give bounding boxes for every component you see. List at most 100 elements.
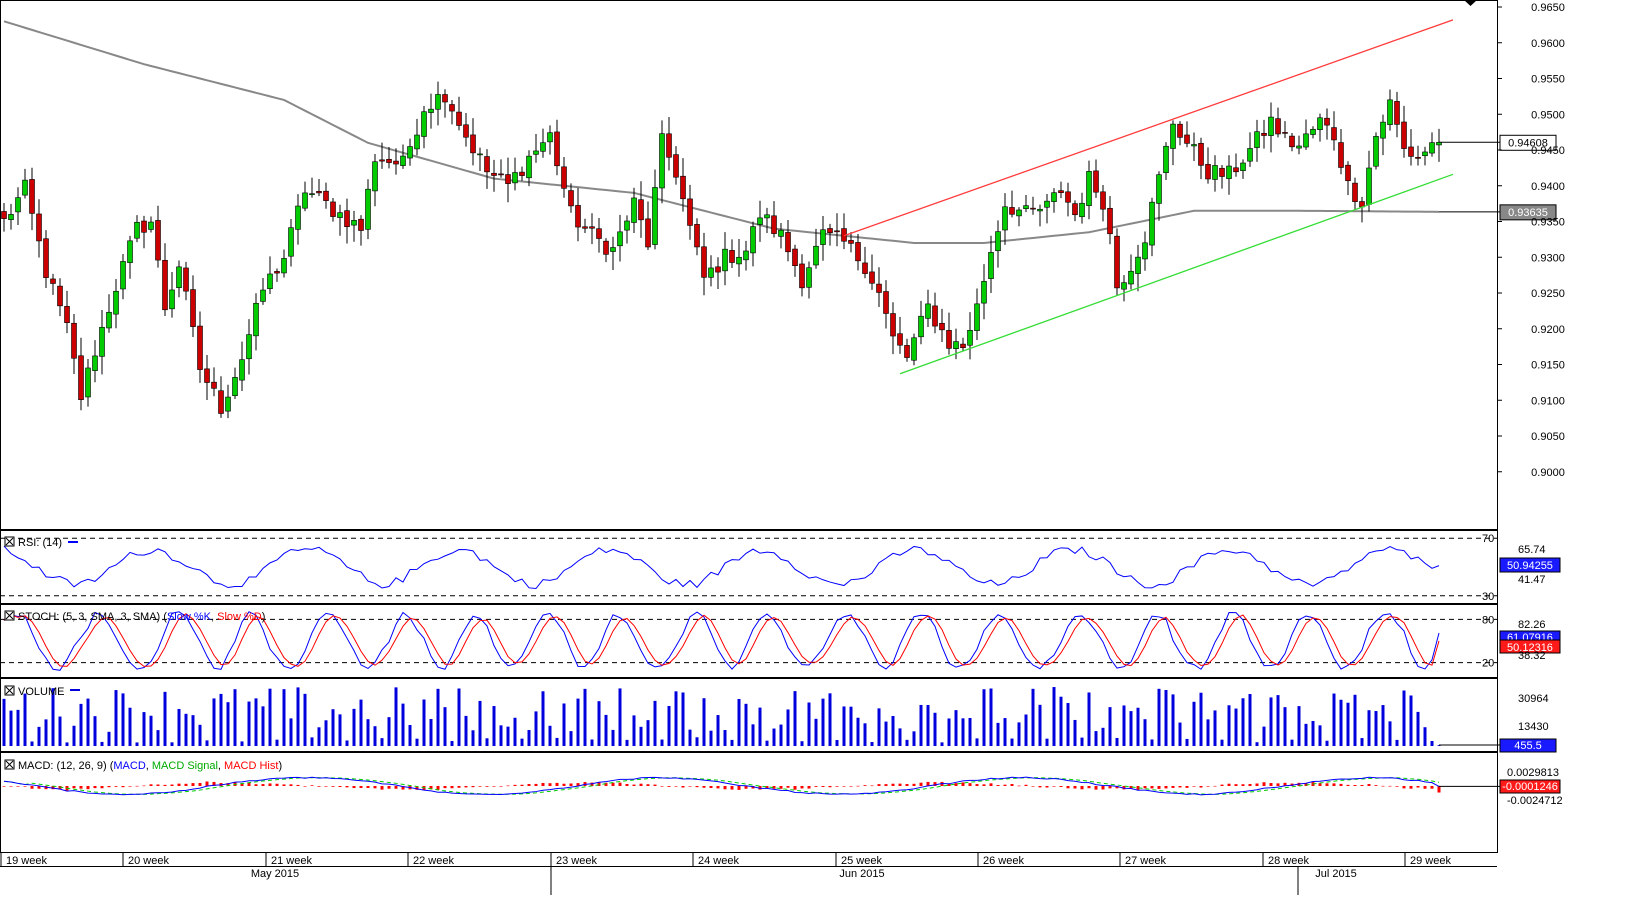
macd-hist-bar: [562, 783, 566, 786]
volume-bar: [807, 702, 811, 746]
candle: [134, 215, 140, 243]
volume-bar: [765, 740, 769, 746]
macd-hist-bar: [1024, 784, 1028, 786]
volume-bar: [863, 723, 867, 746]
macd-hist-bar: [93, 786, 97, 789]
rsi-value-label: 65.74: [1518, 544, 1546, 556]
candle-body: [1198, 143, 1204, 166]
macd-hist-bar: [156, 784, 160, 786]
diamond-icon[interactable]: [1464, 0, 1477, 6]
macd-signal-legend: MACD Signal: [152, 760, 218, 772]
candle: [288, 218, 294, 267]
candle: [841, 213, 847, 250]
rsi-value-label: 41.47: [1518, 574, 1546, 586]
macd-hist-bar: [1367, 784, 1371, 786]
volume-bar: [1136, 707, 1140, 746]
volume-bar: [485, 738, 489, 746]
volume-bar: [1430, 740, 1434, 746]
stoch-k-line: [3, 611, 1440, 671]
macd-hist-bar: [79, 786, 83, 789]
macd-hist-bar: [100, 786, 104, 789]
candle-body: [316, 191, 322, 194]
candle: [253, 293, 259, 351]
macd-hist-bar: [695, 786, 699, 788]
volume-bar: [933, 712, 937, 746]
macd-hist-bar: [72, 786, 76, 789]
candle-body: [981, 281, 987, 304]
candle-body: [848, 240, 854, 244]
candle-body: [1212, 165, 1218, 180]
macd-line: [3, 776, 1440, 796]
candle-body: [162, 259, 168, 311]
volume-bar: [555, 737, 559, 746]
candle-body: [589, 226, 595, 229]
candle: [344, 198, 350, 244]
volume-bar: [1129, 711, 1133, 746]
volume-bar: [604, 714, 608, 746]
candle: [400, 144, 406, 169]
macd-hist-bar: [1164, 786, 1168, 789]
price-tick-label: 0.9300: [1531, 252, 1565, 264]
candle-body: [897, 333, 903, 346]
candle: [540, 128, 546, 158]
volume-bar: [954, 710, 958, 746]
volume-bar: [506, 726, 510, 746]
candle: [1100, 184, 1106, 222]
macd-hist-bar: [534, 783, 538, 786]
candle-body: [470, 134, 476, 154]
macd-hist-bar: [744, 786, 748, 789]
volume-bar: [982, 689, 986, 746]
candle: [1065, 182, 1071, 217]
macd-hist-bar: [212, 781, 216, 786]
candle-body: [911, 337, 917, 361]
candle-body: [1093, 170, 1099, 193]
volume-bar: [1395, 739, 1399, 746]
macd-hist-bar: [1115, 786, 1119, 789]
macd-hist-bar: [758, 786, 762, 790]
candle-body: [1429, 142, 1435, 154]
candle: [988, 235, 994, 293]
macd-hist-bar: [1178, 786, 1182, 788]
candle: [64, 290, 70, 334]
volume-bar: [800, 741, 804, 746]
candle: [547, 125, 553, 155]
rsi-level-label: 70: [1482, 533, 1494, 545]
macd-hist-bar: [723, 786, 727, 790]
macd-hist-bar: [1080, 786, 1084, 790]
candle-body: [155, 220, 161, 261]
candle-body: [1149, 201, 1155, 246]
macd-hist-bar: [324, 786, 328, 787]
candle-body: [960, 343, 966, 348]
candle-body: [1275, 118, 1281, 135]
candle: [1205, 147, 1211, 184]
candle: [316, 179, 322, 197]
macd-hist-bar: [275, 783, 279, 786]
candle: [204, 355, 210, 400]
macd-sep: ,: [218, 760, 224, 772]
candle-body: [442, 94, 448, 103]
candle: [1331, 111, 1337, 151]
candle-body: [533, 150, 539, 155]
volume-bar: [429, 719, 433, 746]
candle-body: [351, 220, 357, 226]
candle-body: [743, 250, 749, 261]
candle: [1247, 132, 1253, 167]
macd-hist-bar: [1248, 783, 1252, 786]
candle: [386, 146, 392, 169]
candle-body: [141, 220, 147, 233]
candle: [974, 288, 980, 340]
macd-hist-bar: [1227, 783, 1231, 786]
volume-bar: [828, 693, 832, 746]
macd-hist-bar: [30, 786, 34, 789]
candle-body: [624, 220, 630, 231]
volume-bar: [324, 720, 328, 746]
macd-hist-bar: [975, 784, 979, 786]
macd-hist-bar: [618, 782, 622, 786]
candle-body: [197, 325, 203, 370]
macd-hist-bar: [891, 783, 895, 786]
candle: [491, 159, 497, 192]
candle: [687, 184, 693, 240]
volume-bar: [1248, 694, 1252, 746]
volume-bar: [198, 724, 202, 746]
